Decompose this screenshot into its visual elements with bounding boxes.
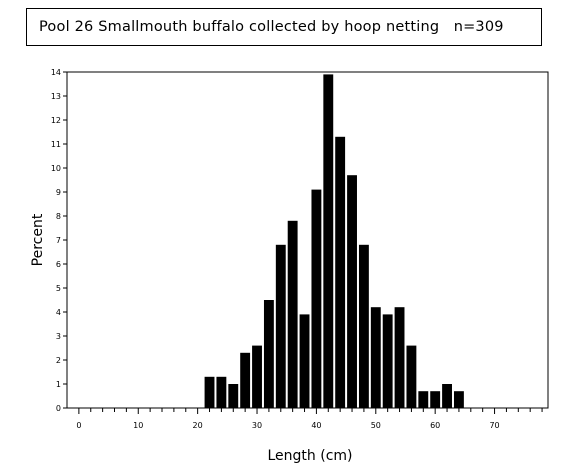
histogram-bar (418, 391, 429, 408)
y-axis-label: Percent (30, 213, 46, 266)
x-tick-label: 50 (371, 421, 381, 430)
y-tick-label: 13 (51, 92, 61, 101)
histogram-bar (287, 220, 298, 408)
histogram-bar (252, 345, 262, 408)
chart-title: Pool 26 Smallmouth buffalo collected by … (39, 19, 504, 35)
y-tick-label: 0 (56, 404, 61, 413)
y-tick-label: 3 (56, 332, 61, 341)
x-tick-label: 20 (193, 421, 203, 430)
histogram-bar (204, 376, 215, 408)
y-tick-label: 4 (56, 308, 61, 317)
histogram-bar (358, 244, 369, 408)
x-tick-label: 0 (76, 421, 81, 430)
x-tick-label: 30 (252, 421, 262, 430)
histogram-bar (228, 384, 239, 408)
chart-title-box: Pool 26 Smallmouth buffalo collected by … (26, 8, 542, 46)
y-tick-label: 1 (56, 380, 61, 389)
y-tick-label: 9 (56, 188, 61, 197)
histogram-bar (430, 391, 441, 408)
histogram-bar (275, 244, 286, 408)
x-tick-label: 70 (489, 421, 499, 430)
x-tick-label: 60 (430, 421, 440, 430)
y-tick-label: 12 (51, 116, 61, 125)
histogram-bar (394, 307, 405, 408)
x-axis-label: Length (cm) (268, 448, 353, 464)
histogram-bar (442, 384, 452, 408)
histogram-bar (299, 314, 310, 408)
y-tick-label: 8 (56, 212, 61, 221)
histogram-bar (453, 391, 464, 408)
histogram-bar (323, 74, 334, 409)
histogram-bar (370, 307, 381, 408)
y-tick-label: 5 (56, 284, 61, 293)
y-tick-label: 2 (56, 356, 61, 365)
histogram-bar (335, 136, 346, 409)
histogram-bar (406, 345, 417, 408)
x-tick-label: 40 (311, 421, 321, 430)
y-tick-label: 10 (51, 164, 61, 173)
y-tick-label: 11 (51, 140, 61, 149)
histogram-bar (263, 300, 274, 408)
histogram-bar (240, 352, 251, 408)
x-tick-label: 10 (133, 421, 143, 430)
y-tick-label: 7 (56, 236, 61, 245)
y-tick-label: 6 (56, 260, 61, 269)
y-tick-label: 14 (51, 68, 61, 77)
histogram-bar (382, 314, 393, 408)
histogram-bar (216, 376, 227, 408)
histogram-bar (311, 189, 322, 408)
histogram-bar (347, 175, 357, 408)
